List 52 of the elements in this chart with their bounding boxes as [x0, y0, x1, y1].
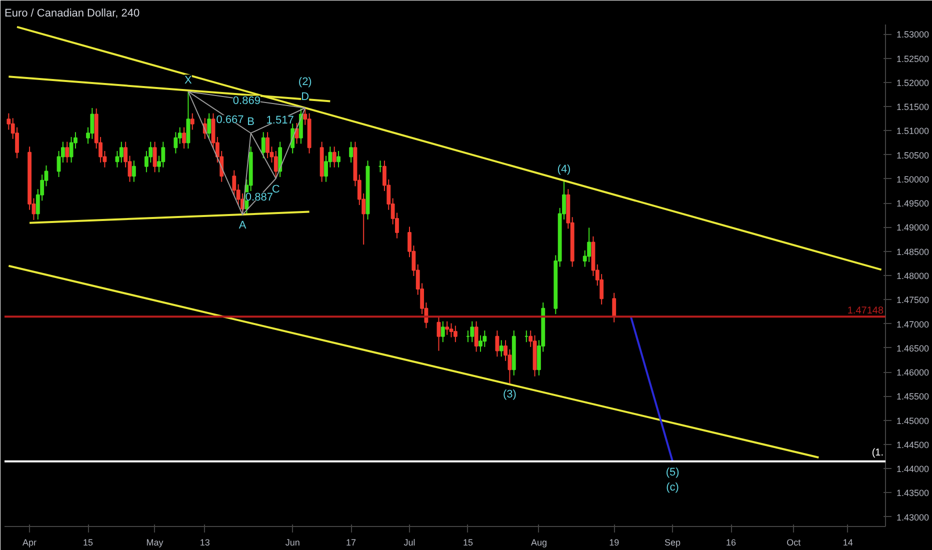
y-tick-label: 1.44500 — [896, 440, 930, 450]
y-tick-label: 1.52500 — [896, 54, 930, 64]
y-tick-label: 1.44000 — [896, 464, 930, 474]
x-tick-label: Jul — [404, 538, 416, 548]
y-tick-label: 1.50000 — [896, 174, 930, 184]
annotation: (4) — [557, 163, 571, 176]
y-tick-label: 1.53000 — [896, 30, 930, 40]
x-tick-label: Sep — [664, 538, 681, 548]
annotation: (2) — [298, 76, 312, 88]
x-tick-label: 15 — [83, 538, 94, 548]
y-tick-label: 1.51500 — [896, 102, 930, 112]
annotation: 1.517 — [266, 114, 294, 127]
x-tick-label: 15 — [462, 538, 473, 548]
x-tick-label: Apr — [22, 538, 37, 548]
y-tick-label: 1.43500 — [896, 488, 930, 498]
y-tick-label: 1.45500 — [896, 392, 930, 402]
annotation: D — [301, 91, 310, 104]
y-tick-label: 1.51000 — [896, 126, 930, 136]
annotation: (c) — [666, 481, 679, 494]
x-tick-label: 17 — [346, 538, 356, 548]
y-tick-label: 1.52000 — [896, 78, 930, 88]
y-tick-label: 1.43000 — [896, 512, 930, 522]
annotation: (5) — [666, 466, 680, 478]
annotation: X — [184, 74, 193, 87]
annotation: 0.869 — [232, 94, 260, 107]
y-tick-label: 1.49000 — [896, 222, 930, 233]
y-tick-label: 1.45000 — [896, 416, 930, 426]
annotation: 0.887 — [245, 191, 273, 204]
y-tick-label: 1.47500 — [896, 295, 930, 306]
x-tick-label: Aug — [530, 538, 547, 548]
x-tick-label: 19 — [609, 538, 620, 548]
y-tick-label: 1.48000 — [896, 271, 930, 281]
ref-line-label: (1. — [872, 447, 884, 458]
y-tick-label: 1.48500 — [896, 246, 930, 257]
y-tick-label: 1.46500 — [896, 343, 930, 354]
ref-line-label: 1.47148 — [847, 306, 884, 317]
x-tick-label: 16 — [726, 538, 736, 548]
chart-title: Euro / Canadian Dollar, 240 — [4, 8, 140, 20]
annotation: A — [238, 220, 247, 232]
x-tick-label: Jun — [285, 538, 300, 548]
x-tick-label: Oct — [786, 538, 802, 548]
y-tick-label: 1.46000 — [896, 368, 930, 378]
x-tick-label: 14 — [842, 538, 853, 548]
y-tick-label: 1.49500 — [896, 198, 930, 209]
annotation: (3) — [502, 388, 516, 401]
y-tick-label: 1.47000 — [896, 319, 930, 330]
annotation: C — [272, 183, 280, 196]
y-tick-label: 1.50500 — [896, 150, 930, 160]
annotation: B — [247, 116, 255, 128]
annotation: 0.667 — [216, 114, 244, 126]
x-tick-label: May — [146, 538, 164, 548]
x-tick-label: 13 — [200, 538, 210, 548]
